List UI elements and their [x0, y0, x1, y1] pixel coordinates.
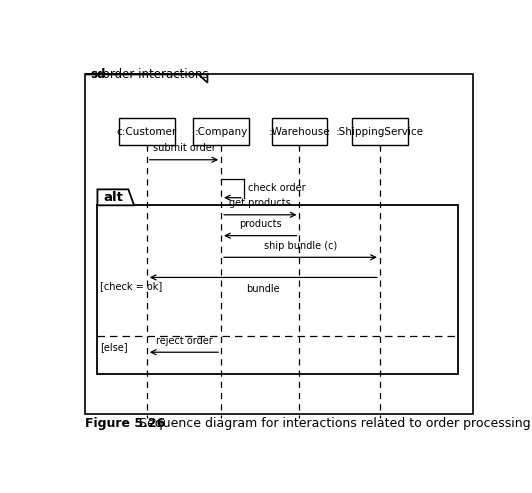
Text: Figure 5.26: Figure 5.26 [85, 418, 165, 430]
Bar [352, 118, 408, 145]
Text: get products: get products [229, 198, 291, 209]
Text: reject order: reject order [156, 336, 212, 346]
Text: order interactions: order interactions [99, 68, 209, 81]
Polygon shape [97, 189, 134, 205]
Bar [193, 118, 249, 145]
Bar [97, 205, 458, 374]
Text: ship bundle (c): ship bundle (c) [264, 241, 337, 251]
Text: alt: alt [103, 191, 123, 204]
Bar [85, 74, 472, 414]
Text: :Warehouse: :Warehouse [269, 127, 330, 137]
Text: products: products [239, 219, 281, 229]
Text: check order: check order [248, 183, 305, 193]
Text: submit order: submit order [153, 143, 215, 153]
Text: :Company: :Company [195, 127, 248, 137]
Text: sd: sd [90, 68, 105, 81]
Text: [else]: [else] [101, 342, 128, 352]
Text: Sequence diagram for interactions related to order processing.: Sequence diagram for interactions relate… [123, 418, 532, 430]
Bar [119, 118, 174, 145]
Text: c:Customer: c:Customer [117, 127, 177, 137]
Text: [check = ok]: [check = ok] [101, 281, 163, 291]
Text: :ShippingService: :ShippingService [336, 127, 424, 137]
Text: bundle: bundle [246, 284, 280, 294]
Bar [272, 118, 327, 145]
Polygon shape [85, 74, 207, 83]
